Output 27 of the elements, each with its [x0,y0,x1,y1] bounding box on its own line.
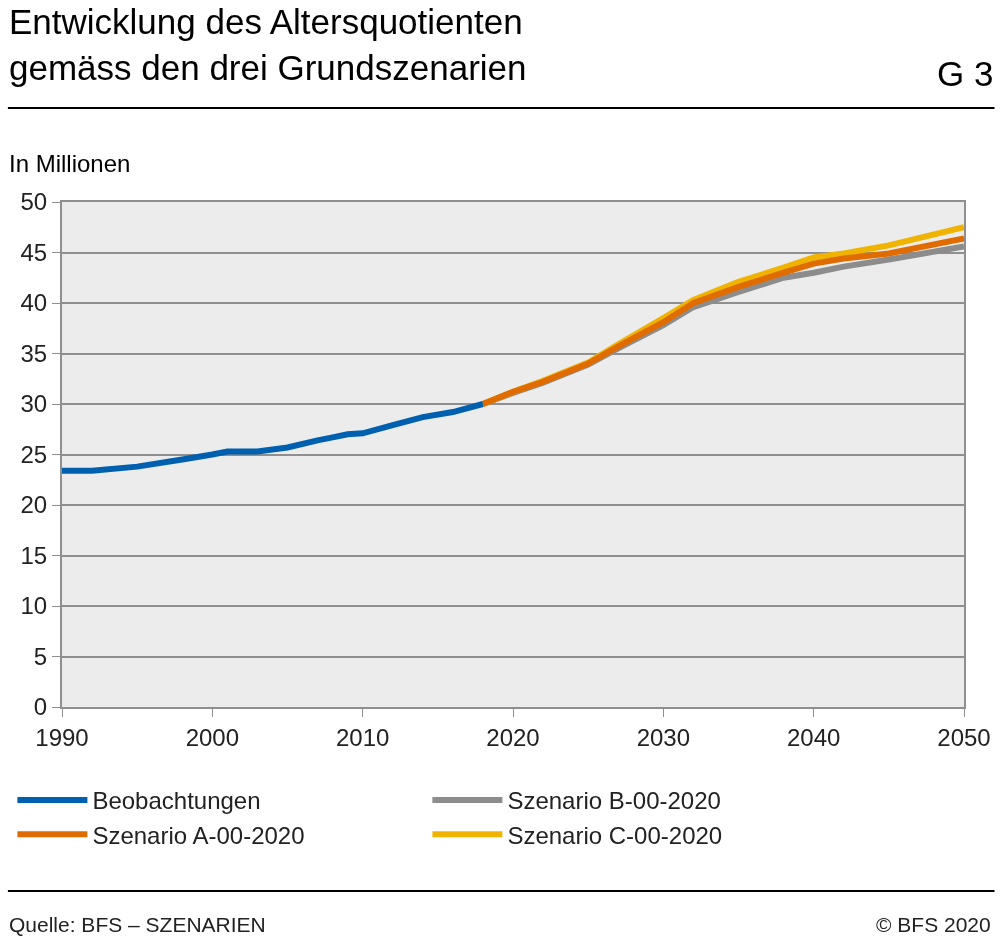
legend-label: Szenario A-00-2020 [92,821,305,849]
y-tick-label: 0 [33,693,48,721]
y-tick-label: 40 [20,289,48,317]
text: © BFS 2020 [876,913,991,936]
x-tick-label: 2000 [185,723,240,751]
y-tick-label: 45 [20,238,48,266]
x-tick-label: 2010 [335,723,390,751]
y-tick-label: 10 [20,592,48,620]
legend-label: Szenario B-00-2020 [507,787,721,815]
y-tick-label: 20 [20,491,48,519]
x-tick-label: 2040 [786,723,841,751]
chart-title: Entwicklung des Altersquotienten gemäss den drei Grundszenarien [9,2,527,87]
x-tick-label: 2020 [486,723,540,751]
x-tick-label: 1990 [35,723,89,751]
y-tick-label: 50 [20,188,48,216]
source-note: Quelle: BFS – SZENARIEN [9,913,266,936]
y-tick-label: 30 [20,390,48,418]
legend-label: Beobachtungen [92,787,261,815]
y-tick-label: 5 [33,642,48,670]
chart-subtitle: G 3 [937,54,994,93]
y-axis-title: In Millionen [9,150,131,177]
x-tick-label: 2050 [937,723,991,751]
y-tick-label: 15 [20,541,48,569]
x-tick-label: 2030 [636,723,691,751]
y-tick-label: 25 [20,440,48,468]
y-tick-label: 35 [20,339,48,367]
legend-label: Szenario C-00-2020 [507,821,723,849]
